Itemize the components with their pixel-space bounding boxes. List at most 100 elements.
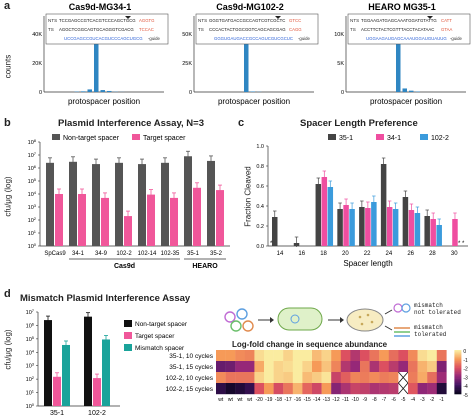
heatmap-cell: [417, 350, 428, 362]
colorbar-segment: [454, 390, 462, 393]
colorbar-segment: [454, 354, 462, 356]
legend-label: Mismatch spacer: [135, 345, 185, 352]
x-tick-label: 14: [277, 251, 284, 257]
panel-a-subplot-1: Cas9d-MG34-1 40K 20K 0 protospacer position N…: [32, 2, 169, 106]
heatmap-cell: [235, 350, 245, 362]
heatmap-cell: [321, 372, 332, 384]
heatmap-cell: [292, 383, 303, 395]
legend-swatch: [132, 134, 140, 140]
heatmap-cell: [427, 383, 437, 395]
heatmap-cell: [273, 383, 284, 395]
x-tick-label: 26: [407, 251, 414, 257]
heatmap-cell: [254, 383, 265, 395]
svg-text:CCCACTACTGGCGGTCAGCAGCGAG: CCCACTACTGGCGGTCAGCAGCGAG: [209, 27, 286, 32]
heatmap-col-label: -18: [275, 397, 282, 403]
heatmap-col-label: wt: [218, 397, 224, 403]
x-tick-label: 24: [386, 251, 393, 257]
heatmap-cell: [225, 383, 236, 395]
heatmap-cell: [254, 372, 265, 384]
bar: [87, 89, 92, 92]
svg-text:TS: TS: [350, 27, 356, 32]
y-tick-label: 108: [28, 138, 37, 146]
heatmap-cell: [369, 372, 380, 384]
panel-c-title: Spacer Length Preference: [300, 118, 418, 129]
heatmap-cell: [436, 361, 447, 373]
colorbar-tick: 0: [463, 349, 466, 355]
bar: [392, 209, 399, 246]
y-tick-label: 104: [26, 348, 35, 356]
colorbar-segment: [454, 355, 462, 357]
heatmap-row-label: 102-2, 15 cycles: [166, 386, 214, 393]
colorbar-segment: [454, 361, 462, 363]
heatmap-cell: [340, 383, 351, 395]
colorbar-segment: [454, 388, 462, 390]
x-tick-label: 35-2: [210, 251, 223, 257]
x-tick-label: 30: [451, 251, 458, 257]
heatmap-cell: [331, 383, 341, 395]
bar: [46, 162, 54, 246]
heatmap-row-label: 102-2, 10 cycles: [166, 375, 214, 382]
bar: [430, 219, 436, 246]
bar: [78, 194, 86, 246]
heatmap-cell: [283, 383, 293, 395]
bar: [138, 164, 146, 246]
bar: [396, 34, 401, 92]
legend-label: Non-target spacer: [63, 135, 120, 142]
heatmap-cell: [321, 350, 332, 362]
heatmap-cell: [283, 361, 293, 373]
heatmap-cell: [388, 361, 399, 373]
sequence-box: NTS TS GGGTGATGACCGCCAGTCGTCGCTC GTCCCCCACT…: [195, 13, 319, 45]
heatmap-cell: [379, 383, 389, 395]
bacterium-icon: [277, 307, 323, 331]
y-tick-label: 0.6: [256, 184, 264, 190]
y-tick-label: 20K: [32, 61, 42, 67]
colorbar-tick: -5: [463, 393, 468, 399]
legend-swatch: [328, 134, 336, 140]
heatmap-row-label: 35-1, 10 cycles: [169, 353, 213, 360]
heatmap-cell: [388, 383, 399, 395]
x-axis-label: protospacer position: [68, 97, 140, 106]
bar: [102, 339, 110, 406]
heatmap-col-label: -15: [304, 397, 311, 403]
colorbar-segment: [454, 359, 462, 362]
y-tick-label: 0: [341, 90, 344, 96]
heatmap-cell: [340, 350, 351, 362]
bar: [359, 207, 365, 246]
heatmap-cell: [273, 372, 284, 384]
heatmap-cell: [244, 350, 255, 362]
bar: [414, 213, 421, 246]
heatmap-col-label: -14: [313, 397, 320, 403]
heatmap-col-label: -8: [372, 397, 377, 403]
asterisk: *: [270, 241, 273, 247]
heatmap-cell: [254, 361, 265, 373]
heatmap-cell: [225, 350, 236, 362]
heatmap-cell: [360, 350, 370, 362]
bar: [161, 162, 169, 246]
colorbar-segment: [454, 369, 462, 372]
y-tick-label: 105: [28, 177, 37, 185]
heatmap-cell: [312, 383, 322, 395]
legend-label: 102-2: [431, 135, 449, 142]
heatmap-cell: [350, 383, 361, 395]
heatmap-col-label: -17: [284, 397, 291, 403]
heatmap-cell: [417, 372, 428, 384]
heatmap-col-label: -9: [363, 397, 368, 403]
colorbar-segment: [454, 387, 462, 389]
colorbar-tick: -2: [463, 367, 468, 373]
svg-text:TS: TS: [198, 27, 204, 32]
colorbar-segment: [454, 351, 462, 353]
colorbar-segment: [454, 386, 462, 388]
y-tick-label: 106: [26, 321, 35, 329]
colorbar-tick: -3: [463, 375, 468, 381]
heatmap-cell: [225, 361, 236, 373]
bar: [371, 202, 377, 246]
legend-swatch: [52, 134, 60, 140]
heatmap-cell: [321, 383, 332, 395]
heatmap-cell: [302, 350, 313, 362]
bar: [55, 194, 63, 246]
svg-text:NTS: NTS: [198, 18, 207, 23]
heatmap-cell: [379, 350, 389, 362]
heatmap-cell: [283, 372, 293, 384]
heatmap-cell: [408, 361, 418, 373]
x-tick-label: 34-9: [95, 251, 108, 257]
